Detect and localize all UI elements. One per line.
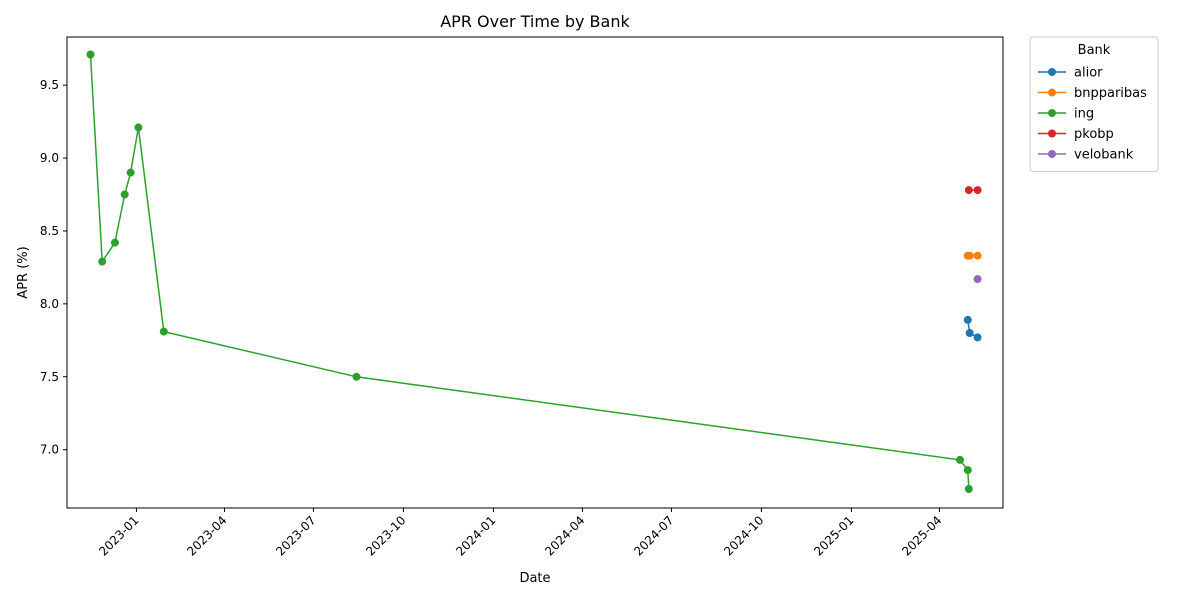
y-tick-label: 8.5: [40, 224, 59, 238]
legend: Bank alior bnpparibas ing pkobp velobank: [1029, 36, 1159, 172]
x-axis-title: Date: [519, 571, 550, 586]
data-point-ing: [963, 466, 972, 475]
x-tick-label: 2024-04: [542, 513, 587, 558]
x-tick-label: 2023-01: [96, 513, 141, 558]
y-axis-title: APR (%): [16, 246, 31, 298]
series-bnpparibas: [963, 251, 982, 260]
legend-label-ing: ing: [1074, 107, 1094, 122]
data-point-ing: [134, 123, 143, 132]
x-tick-label: 2025-01: [811, 513, 856, 558]
data-point-ing: [159, 327, 168, 336]
data-point-ing: [126, 168, 135, 177]
legend-item-pkobp: pkobp: [1038, 127, 1114, 142]
plot-area: 2023-01 2023-04 2023-07 2023-10 2024-01 2024-…: [40, 36, 1004, 559]
series-line-ing: [89, 54, 970, 490]
y-tick-label: 9.0: [40, 151, 59, 165]
x-tick-label: 2023-10: [363, 513, 408, 558]
y-tick-label: 8.0: [40, 297, 59, 311]
legend-marker-bnpparibas: [1048, 88, 1056, 97]
legend-marker-pkobp: [1048, 129, 1056, 138]
series-ing: [86, 50, 973, 493]
legend-label-velobank: velobank: [1074, 148, 1134, 163]
chart-title: APR Over Time by Bank: [440, 12, 630, 31]
legend-item-alior: alior: [1038, 66, 1103, 81]
data-point-ing: [352, 372, 361, 381]
legend-box: [1029, 36, 1159, 172]
x-tick-label: 2024-07: [631, 513, 676, 558]
legend-label-pkobp: pkobp: [1074, 127, 1114, 142]
series-pkobp: [964, 186, 982, 195]
x-tick-label: 2023-07: [273, 513, 318, 558]
legend-label-alior: alior: [1074, 66, 1103, 81]
data-point-alior: [973, 333, 982, 342]
legend-marker-alior: [1048, 68, 1056, 76]
data-point-velobank: [973, 275, 982, 284]
x-tick-label: 2024-01: [453, 513, 498, 558]
data-point-pkobp: [964, 186, 973, 195]
data-point-alior: [965, 329, 974, 337]
data-point-ing: [956, 455, 964, 464]
x-tick-label: 2023-04: [184, 513, 229, 558]
data-point-ing: [120, 190, 129, 199]
legend-item-bnpparibas: bnpparibas: [1038, 86, 1147, 101]
data-point-alior: [963, 315, 972, 324]
legend-label-bnpparibas: bnpparibas: [1074, 86, 1147, 101]
data-point-bnpparibas: [973, 251, 982, 260]
legend-title: Bank: [1078, 43, 1111, 58]
data-point-ing: [110, 238, 119, 247]
y-tick-label: 9.5: [40, 78, 59, 92]
legend-item-ing: ing: [1038, 107, 1094, 122]
data-point-bnpparibas: [965, 251, 974, 260]
data-point-ing: [98, 257, 107, 266]
x-tick-label: 2025-04: [899, 513, 944, 558]
series-velobank: [973, 275, 982, 284]
plot-frame: [66, 36, 1004, 509]
data-point-ing: [86, 50, 95, 59]
y-tick-label: 7.5: [40, 370, 59, 384]
series-alior: [963, 315, 982, 342]
y-tick-label: 7.0: [40, 443, 59, 457]
legend-item-velobank: velobank: [1038, 148, 1134, 163]
data-point-pkobp: [973, 186, 982, 195]
x-tick-label: 2024-10: [721, 513, 766, 558]
legend-marker-ing: [1048, 109, 1056, 117]
legend-marker-velobank: [1048, 150, 1056, 158]
data-point-ing: [964, 485, 973, 493]
